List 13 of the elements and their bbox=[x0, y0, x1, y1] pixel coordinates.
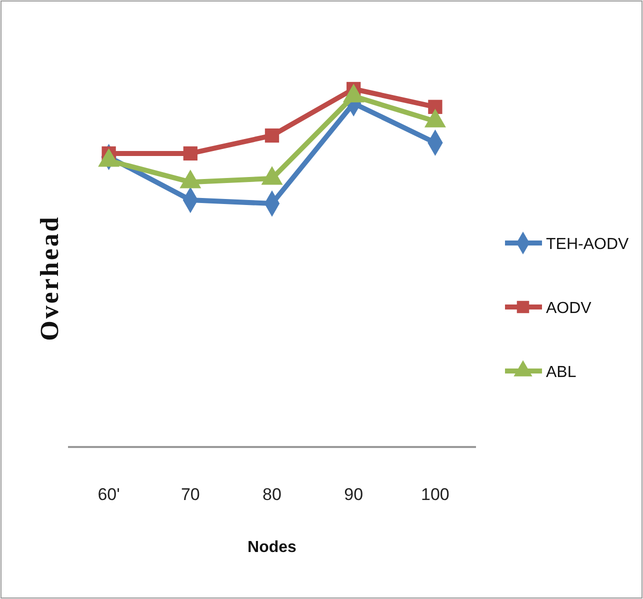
point bbox=[264, 128, 280, 143]
point bbox=[183, 146, 198, 161]
x-axis-title: Nodes bbox=[248, 539, 297, 556]
x-tick-label: 70 bbox=[180, 485, 200, 504]
legend-label: AODV bbox=[546, 300, 592, 317]
x-tick-label: 80 bbox=[262, 485, 282, 504]
x-tick-label: 100 bbox=[421, 485, 450, 504]
x-tick-label: 90 bbox=[344, 485, 364, 504]
legend-label: TEH-AODV bbox=[546, 236, 629, 253]
legend-label: ABL bbox=[546, 364, 576, 381]
y-axis-title: Overhead bbox=[35, 215, 64, 341]
x-tick-label: 60' bbox=[98, 485, 120, 504]
point bbox=[428, 100, 442, 114]
